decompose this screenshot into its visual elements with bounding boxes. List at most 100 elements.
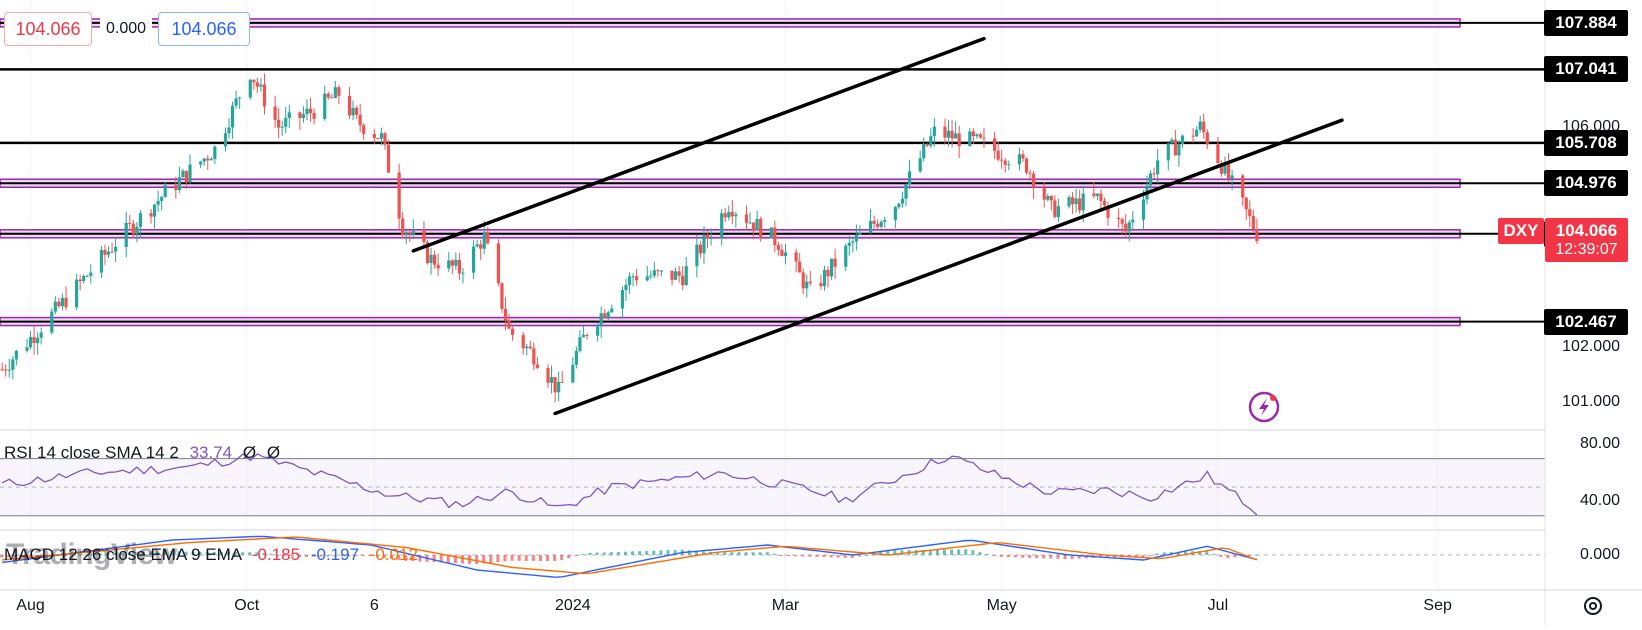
candle-body (1056, 206, 1061, 217)
candle-body (943, 126, 947, 138)
macd-histogram-bar (262, 552, 266, 555)
candle-body (99, 249, 104, 273)
macd-histogram-bar (113, 553, 117, 555)
macd-histogram-bar (475, 555, 479, 565)
macd-histogram-bar (886, 550, 890, 555)
macd-histogram-bar (1247, 555, 1251, 556)
macd-histogram-bar (106, 553, 110, 555)
candle-body (184, 170, 189, 183)
candle-body (1230, 175, 1234, 179)
candle-body (929, 136, 933, 146)
candle-body (971, 131, 975, 137)
candle-body (305, 108, 309, 115)
macd-legend[interactable]: MACD 12 26 close EMA 9 EMA -0.185 -0.197… (4, 545, 418, 565)
candle-body (1031, 173, 1036, 188)
last-price-tag[interactable]: 104.066 12:39:07 (1545, 218, 1628, 262)
macd-histogram-bar (588, 552, 592, 555)
candle-body (872, 220, 876, 224)
macd-histogram-bar (779, 555, 783, 556)
candle-body (844, 245, 848, 267)
horizontal-levels[interactable] (0, 18, 1545, 327)
candle-body (362, 125, 366, 135)
candle-body (131, 223, 135, 235)
settings-icon[interactable] (1584, 597, 1602, 615)
candle-body (124, 222, 128, 247)
price-level-tag[interactable]: 104.976 (1544, 170, 1628, 197)
price-level-tag[interactable]: 107.884 (1544, 9, 1628, 36)
macd-histogram-bar (1006, 555, 1010, 558)
macd-histogram-bar (928, 549, 932, 555)
candle-body (720, 213, 724, 238)
macd-histogram-bar (149, 551, 153, 555)
channel-line[interactable] (553, 118, 1344, 416)
macd-histogram-bar (638, 551, 642, 555)
candle-body (436, 264, 440, 269)
macd-histogram-bar (964, 549, 968, 555)
candle-body (1127, 222, 1131, 232)
candle-body (794, 252, 798, 262)
candle-body (337, 87, 341, 96)
candle-body (372, 134, 376, 138)
macd-histogram-bar (14, 555, 18, 557)
macd-histogram-bar (234, 552, 238, 555)
candle-body (53, 301, 57, 312)
macd-histogram-bar (765, 552, 769, 555)
symbol-tag[interactable]: DXY (1498, 218, 1544, 244)
bid-price-chip[interactable]: 104.066 (4, 12, 92, 46)
candle-body (748, 222, 752, 224)
candle-body (475, 244, 479, 247)
candle-body (425, 242, 430, 263)
candle-body (1255, 229, 1259, 242)
macd-histogram-bar (808, 555, 812, 557)
macd-histogram-bar (496, 555, 500, 563)
candle-body (238, 97, 242, 99)
candle-body (854, 234, 858, 242)
rsi-legend[interactable]: RSI 14 close SMA 14 2 33.74 Ø Ø (4, 443, 280, 463)
macd-histogram-bar (312, 555, 316, 557)
candle-body (783, 252, 788, 256)
x-tick-label: Oct (234, 597, 260, 614)
channel-line[interactable] (411, 36, 986, 253)
macd-histogram-bar (737, 552, 741, 555)
rsi-na-1: Ø (242, 443, 257, 462)
candle-body (259, 84, 263, 87)
rsi-value: 33.74 (189, 443, 233, 462)
macd-histogram-bar (198, 551, 202, 555)
price-level-tag[interactable]: 107.041 (1544, 56, 1628, 83)
candle-body (1223, 162, 1227, 174)
lightning-alert-icon[interactable] (1248, 391, 1280, 423)
macd-histogram-bar (971, 550, 975, 555)
macd-histogram-bar (446, 555, 450, 563)
candle-body (507, 320, 511, 329)
candle-body (805, 281, 809, 289)
ask-price-chip[interactable]: 104.066 (158, 12, 250, 46)
candle-body (401, 218, 405, 236)
macd-histogram-bar (326, 555, 330, 557)
macd-y-tick-label: 0.000 (1579, 546, 1620, 563)
candle-body (521, 334, 525, 349)
price-level-tag[interactable]: 105.708 (1544, 129, 1628, 156)
rsi-y-tick-label: 40.00 (1579, 492, 1620, 510)
candle-body (1028, 172, 1032, 174)
macd-histogram-bar (787, 555, 791, 556)
candle-body (801, 272, 805, 289)
macd-histogram-bar (205, 551, 209, 555)
candle-body (330, 97, 334, 99)
candle-body (744, 214, 749, 223)
candle-body (1000, 159, 1004, 161)
candle-body (652, 270, 656, 276)
candle-body (432, 254, 437, 265)
candle-body (1216, 144, 1220, 163)
price-level-tag[interactable]: 102.467 (1544, 308, 1628, 335)
macd-histogram-bar (120, 552, 124, 555)
channel-lines[interactable] (411, 36, 1344, 416)
macd-histogram-bar (957, 549, 961, 555)
macd-histogram-bar (163, 551, 167, 555)
macd-histogram-bar (28, 555, 32, 557)
macd-histogram-bar (1077, 555, 1081, 559)
macd-histogram-bar (602, 552, 606, 555)
macd-histogram-bar (304, 555, 308, 557)
